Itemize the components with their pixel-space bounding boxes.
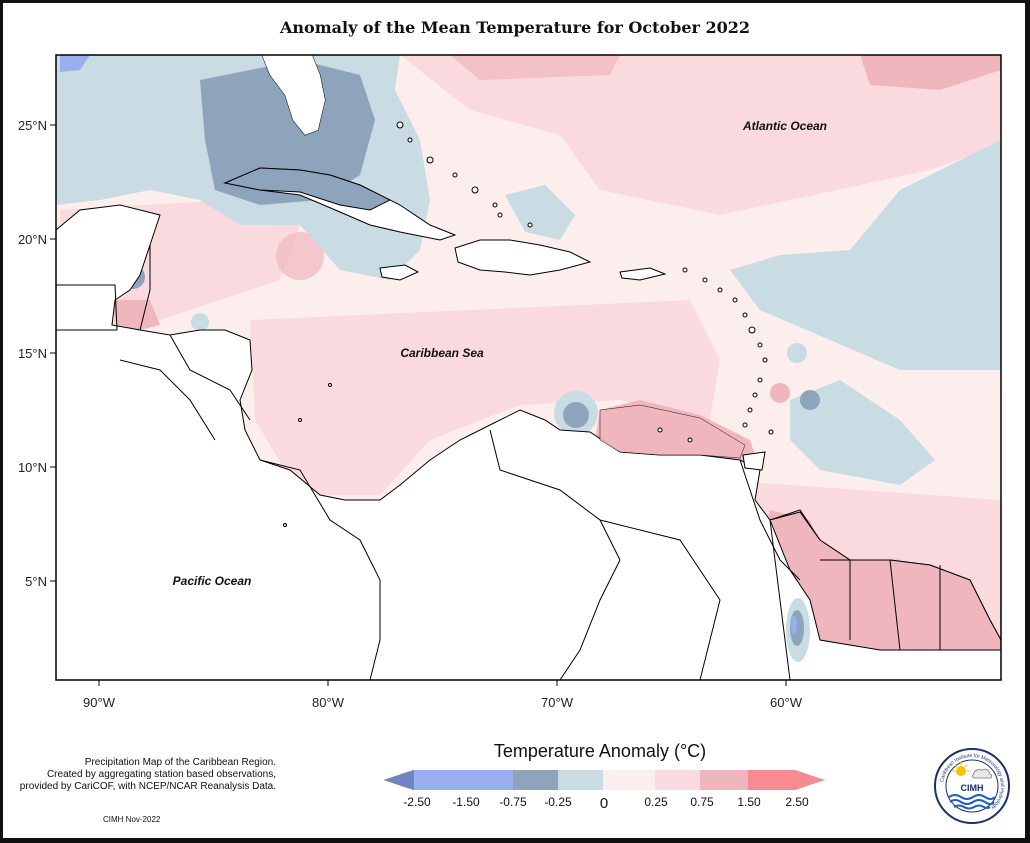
legend-title: Temperature Anomaly (°C) <box>493 741 707 761</box>
land-jamaica <box>379 264 420 281</box>
sun-icon <box>956 766 966 776</box>
legend-swatch-6 <box>655 770 700 790</box>
legend-tick-1: -1.50 <box>452 795 480 809</box>
legend-swatch-8 <box>748 770 795 790</box>
lon-label-70: 70°W <box>541 695 574 710</box>
field-cool-honduras <box>191 313 209 331</box>
legend-tick-8: 2.50 <box>785 795 809 809</box>
legend-swatch-4 <box>558 770 603 790</box>
lat-label-25: 25°N <box>18 118 47 133</box>
cloud-icon <box>971 768 993 779</box>
logo-center-text: CIMH <box>961 783 984 793</box>
legend-tick-6: 0.75 <box>690 795 714 809</box>
caption-line: provided by CariCOF, with NCEP/NCAR Rean… <box>19 781 276 792</box>
lat-label-15: 15°N <box>18 346 47 361</box>
legend-swatch-2 <box>469 770 513 790</box>
land-hispaniola <box>454 239 592 276</box>
legend-swatch-5 <box>603 770 655 790</box>
venezuela-coast-warm <box>599 404 746 459</box>
field-warm-lesser-antilles <box>770 383 790 403</box>
credit-text: CIMH Nov-2022 <box>103 815 161 824</box>
guianas-warm <box>769 511 1001 651</box>
lat-label-10: 10°N <box>18 460 47 475</box>
map-caption: Precipitation Map of the Caribbean Regio… <box>6 757 276 793</box>
field-warm-belize <box>110 300 160 335</box>
longitude-ticks <box>98 680 787 686</box>
legend-tick-4: 0 <box>600 795 608 812</box>
label-caribbean-sea: Caribbean Sea <box>400 346 484 360</box>
latitude-ticks <box>50 124 56 582</box>
legend-colorbar: -2.50 -1.50 -0.75 -0.25 0 0.25 0.75 1.50… <box>383 769 825 812</box>
waves-icon <box>948 794 996 810</box>
field-warm-n <box>450 55 620 80</box>
field-pink-caribbean <box>250 300 720 495</box>
field-cool-atlantic <box>730 140 1001 370</box>
islands <box>283 121 774 527</box>
legend-swatch-9 <box>795 770 825 790</box>
cuba-cool <box>223 167 392 211</box>
map-title: Anomaly of the Mean Temperature for Octo… <box>279 18 751 37</box>
legend-tick-7: 1.50 <box>737 795 761 809</box>
cimh-logo: CIMH Caribbean Institute for Meteorology… <box>934 748 1010 824</box>
field-cool-cuba-florida <box>200 60 375 205</box>
guyana-cold-core <box>791 616 797 634</box>
legend-tick-3: -0.25 <box>544 795 572 809</box>
field-cool-barbados <box>800 390 820 410</box>
legend-swatch-0 <box>383 769 415 791</box>
field-warm-cayman <box>276 232 324 280</box>
guianas-borders <box>820 559 941 651</box>
field-cool-bahamas <box>505 185 575 240</box>
lon-label-60: 60°W <box>770 695 803 710</box>
field-cool-lesser-antilles <box>787 343 807 363</box>
land-mexico-border <box>56 284 118 331</box>
field-warm-ne <box>860 55 1001 90</box>
legend-swatch-1 <box>414 770 469 790</box>
field-cool-abc <box>563 402 589 428</box>
legend-tick-5: 0.25 <box>644 795 668 809</box>
legend-swatch-7 <box>700 770 748 790</box>
caption-line: Precipitation Map of the Caribbean Regio… <box>84 757 276 768</box>
label-atlantic-ocean: Atlantic Ocean <box>742 119 827 133</box>
field-cold-corner <box>60 55 90 72</box>
florida-white <box>262 55 325 135</box>
country-borders <box>119 245 801 680</box>
legend-swatch-3 <box>513 770 558 790</box>
land-mainland <box>56 204 801 680</box>
lat-label-20: 20°N <box>18 232 47 247</box>
lon-label-90: 90°W <box>83 695 116 710</box>
field-pink-north <box>400 55 1001 215</box>
plot-border <box>55 54 1002 681</box>
caption-line: Created by aggregating station based obs… <box>46 769 276 780</box>
field-cool-east <box>790 380 935 485</box>
lon-label-80: 80°W <box>312 695 345 710</box>
legend-tick-2: -0.75 <box>499 795 527 809</box>
label-pacific-ocean: Pacific Ocean <box>173 574 252 588</box>
legend-tick-0: -2.50 <box>403 795 431 809</box>
land-trinidad <box>742 451 766 471</box>
land-puerto-rico <box>619 267 667 281</box>
land-anomaly-overlays <box>223 55 1001 662</box>
lat-label-5: 5°N <box>25 574 47 589</box>
